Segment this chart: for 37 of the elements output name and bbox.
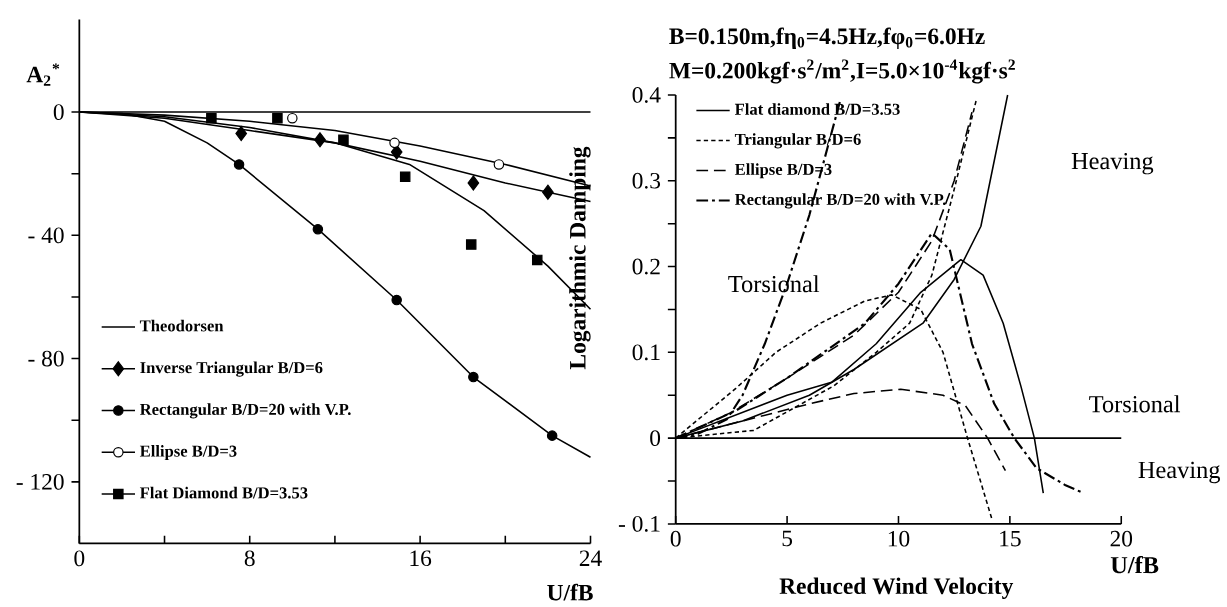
legend-label: Theodorsen: [139, 319, 224, 332]
x-axis-title: U/fB: [547, 583, 593, 601]
annotation: Torsional: [1089, 395, 1181, 413]
y-tick-label: 0: [53, 104, 64, 120]
chart-subtitle: M=0.200kgf·s$^{2}$/m$^{2}$,I=5.0×10$^{-4}$kgf·s$^{2}$: [669, 59, 1015, 84]
y-tick-label: 0.4: [632, 87, 661, 103]
x-tick-label: 16: [410, 550, 432, 567]
x-tick-label: 15: [1000, 530, 1021, 547]
x-tick-label: 0: [74, 550, 85, 567]
x-tick-label: 5: [782, 530, 793, 547]
text: Heaving: [1138, 461, 1221, 484]
y-tick-label: 0: [650, 430, 661, 446]
y-tick-label: - 0.1: [618, 515, 660, 532]
x-tick-label: 8: [244, 550, 255, 567]
y-tick-label: 0.2: [632, 258, 660, 275]
y-tick-label: - 40: [28, 227, 64, 244]
legend-label: Flat Diamond B/D=3.53: [139, 486, 308, 499]
legend-label: Ellipse B/D=3: [139, 445, 237, 461]
text: U/fB: [1110, 555, 1159, 574]
x-axis-title: Reduced Wind Velocity: [779, 577, 1014, 599]
chart-title: B=0.150m,fη$_{0}$=4.5Hz,fφ$_{0}$=6.0Hz: [669, 27, 985, 49]
annotation: Torsional: [728, 275, 820, 293]
x-tick-label: 20: [1110, 530, 1133, 547]
y-axis-title: A$_{2}$*: [26, 63, 60, 86]
y-tick-label: 0.3: [632, 172, 661, 189]
legend-label: Inverse Triangular B/D=6: [140, 361, 323, 377]
legend-label: Rectangular B/D=20 with V.P.: [139, 403, 351, 419]
x-tick-label: 24: [579, 550, 602, 566]
y-axis-title: Logarithmic Damping: [569, 146, 591, 370]
y-tick-label: 0.1: [632, 344, 660, 361]
x-tick-label: 0: [670, 530, 681, 547]
y-tick-label: - 120: [16, 473, 64, 490]
y-tick-label: - 80: [28, 350, 64, 367]
annotation: Heaving: [1071, 152, 1154, 175]
x-tick-label: 10: [888, 530, 910, 547]
legend-label: Rectangular B/D=20 with V.P.: [734, 193, 946, 209]
legend-label: Triangular B/D=6: [734, 133, 861, 149]
